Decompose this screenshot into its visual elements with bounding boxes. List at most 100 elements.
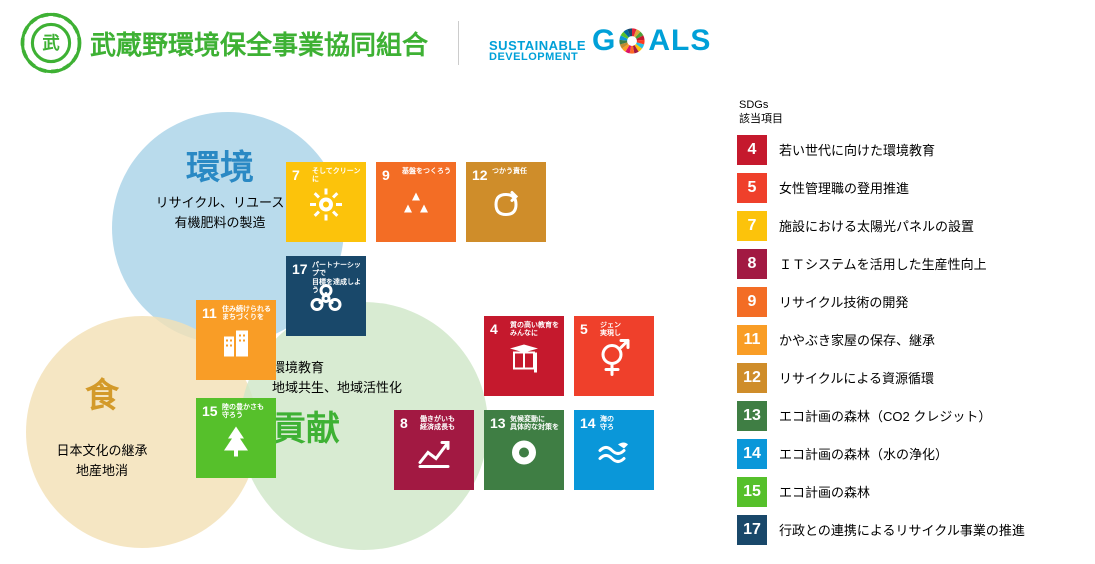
tile-icon xyxy=(216,420,256,465)
sdg-tile-13: 13 気候変動に 具体的な対策を xyxy=(484,410,564,490)
tile-number: 11 xyxy=(202,305,217,321)
legend-text: リサイクルによる資源循環 xyxy=(779,368,934,387)
legend-badge: 12 xyxy=(737,363,767,393)
legend-row-15: 15 エコ計画の森林 xyxy=(737,477,1077,507)
goals-als: ALS xyxy=(648,24,711,58)
legend-row-12: 12 リサイクルによる資源循環 xyxy=(737,363,1077,393)
tile-icon xyxy=(216,322,256,367)
goals-g: G xyxy=(592,24,616,58)
food-title: 食 xyxy=(22,368,182,417)
tile-icon xyxy=(594,432,634,477)
sdg-tile-12: 12 つかう責任 xyxy=(466,162,546,242)
legend-row-7: 7 施設における太陽光パネルの設置 xyxy=(737,211,1077,241)
legend-badge: 15 xyxy=(737,477,767,507)
svg-text:武: 武 xyxy=(42,33,60,53)
sdg-sustainable: SUSTAINABLE xyxy=(489,39,586,52)
tile-number: 9 xyxy=(382,167,390,183)
tile-icon xyxy=(504,432,544,477)
tile-text: ジェン 実現し xyxy=(600,322,621,339)
sdg-tile-9: 9 基盤をつくろう xyxy=(376,162,456,242)
contrib-sub: 環境教育 地域共生、地域活性化 xyxy=(272,358,482,397)
tile-number: 7 xyxy=(292,167,300,183)
env-sub: リサイクル、リユース 有機肥料の製造 xyxy=(130,193,310,232)
env-title: 環境 xyxy=(130,140,310,189)
legend-row-13: 13 エコ計画の森林（CO2 クレジット） xyxy=(737,401,1077,431)
tile-text: 働きがいも 経済成長も xyxy=(420,416,455,433)
legend-row-9: 9 リサイクル技術の開発 xyxy=(737,287,1077,317)
tile-icon xyxy=(306,184,346,229)
tile-text: 質の高い教育を みんなに xyxy=(510,322,559,339)
legend-text: 行政との連携によるリサイクル事業の推進 xyxy=(779,520,1025,539)
sdg-logo-text: SUSTAINABLE DEVELOPMENT xyxy=(489,39,586,63)
tile-text: 基盤をつくろう xyxy=(402,168,451,176)
legend-badge: 4 xyxy=(737,135,767,165)
legend-row-17: 17 行政との連携によるリサイクル事業の推進 xyxy=(737,515,1077,545)
sdg-tile-11: 11 住み続けられる まちづくりを xyxy=(196,300,276,380)
sdg-tile-5: 5 ジェン 実現し xyxy=(574,316,654,396)
tile-icon xyxy=(414,432,454,477)
legend-text: 若い世代に向けた環境教育 xyxy=(779,140,935,159)
sdg-tile-14: 14 海の 守ろ xyxy=(574,410,654,490)
legend-text: リサイクル技術の開発 xyxy=(779,292,908,311)
sdg-development: DEVELOPMENT xyxy=(489,52,586,63)
legend-text: エコ計画の森林（CO2 クレジット） xyxy=(779,406,991,425)
sdg-tile-8: 8 働きがいも 経済成長も xyxy=(394,410,474,490)
tile-text: 陸の豊かさも 守ろう xyxy=(222,404,264,421)
sdg-tile-7: 7 そしてクリーンに xyxy=(286,162,366,242)
sdg-tile-15: 15 陸の豊かさも 守ろう xyxy=(196,398,276,478)
tile-number: 4 xyxy=(490,321,498,337)
org-name: 武蔵野環境保全事業協同組合 xyxy=(90,25,428,62)
legend-text: 女性管理職の登用推進 xyxy=(779,178,909,197)
tile-icon xyxy=(306,278,346,323)
header-divider xyxy=(458,21,459,65)
tile-number: 5 xyxy=(580,321,588,337)
venn-canvas: 環境 リサイクル、リユース 有機肥料の製造 食 日本文化の継承 地産地消 環境教… xyxy=(0,80,730,550)
tile-text: 気候変動に 具体的な対策を xyxy=(510,416,559,433)
legend-text: 施設における太陽光パネルの設置 xyxy=(779,216,974,235)
legend-header: SDGs 該当項目 xyxy=(739,98,1077,127)
legend-badge: 14 xyxy=(737,439,767,469)
header: 武 武蔵野環境保全事業協同組合 SUSTAINABLE DEVELOPMENT … xyxy=(0,0,1095,82)
tile-number: 8 xyxy=(400,415,408,431)
org-logo-icon: 武 xyxy=(20,12,82,74)
tile-number: 12 xyxy=(472,167,488,183)
tile-number: 17 xyxy=(292,261,308,277)
label-environment: 環境 リサイクル、リユース 有機肥料の製造 xyxy=(130,140,310,232)
legend-column: SDGs 該当項目 4 若い世代に向けた環境教育 5 女性管理職の登用推進 7 施設… xyxy=(737,98,1077,553)
legend-badge: 5 xyxy=(737,173,767,203)
tile-text: 住み続けられる まちづくりを xyxy=(222,306,271,323)
label-food: 食 日本文化の継承 地産地消 xyxy=(22,368,182,480)
legend-text: かやぶき家屋の保存、継承 xyxy=(779,330,935,349)
tile-number: 13 xyxy=(490,415,506,431)
tile-text: つかう責任 xyxy=(492,168,527,176)
sdg-tile-4: 4 質の高い教育を みんなに xyxy=(484,316,564,396)
legend-list: 4 若い世代に向けた環境教育 5 女性管理職の登用推進 7 施設における太陽光パネル… xyxy=(737,135,1077,545)
goals-word: G ALS xyxy=(592,24,711,58)
food-sub: 日本文化の継承 地産地消 xyxy=(22,441,182,480)
legend-text: エコ計画の森林（水の浄化） xyxy=(779,444,948,463)
legend-badge: 11 xyxy=(737,325,767,355)
tile-number: 15 xyxy=(202,403,218,419)
tile-icon xyxy=(396,184,436,229)
legend-row-4: 4 若い世代に向けた環境教育 xyxy=(737,135,1077,165)
legend-text: エコ計画の森林 xyxy=(779,482,870,501)
legend-badge: 17 xyxy=(737,515,767,545)
tile-text: 海の 守ろ xyxy=(600,416,614,433)
tile-icon xyxy=(486,184,526,229)
legend-text: ＩＴシステムを活用した生産性向上 xyxy=(779,254,987,273)
legend-badge: 9 xyxy=(737,287,767,317)
tile-number: 14 xyxy=(580,415,596,431)
legend-row-11: 11 かやぶき家屋の保存、継承 xyxy=(737,325,1077,355)
legend-row-5: 5 女性管理職の登用推進 xyxy=(737,173,1077,203)
legend-badge: 13 xyxy=(737,401,767,431)
legend-row-8: 8 ＩＴシステムを活用した生産性向上 xyxy=(737,249,1077,279)
tile-text: そしてクリーンに xyxy=(312,168,366,185)
legend-badge: 7 xyxy=(737,211,767,241)
sdg-wheel-icon xyxy=(618,27,646,55)
sdg-tile-17: 17 パートナーシップで 目標を達成しよう xyxy=(286,256,366,336)
tile-icon xyxy=(504,338,544,383)
tile-icon xyxy=(594,338,634,383)
legend-row-14: 14 エコ計画の森林（水の浄化） xyxy=(737,439,1077,469)
legend-badge: 8 xyxy=(737,249,767,279)
sdg-logo: SUSTAINABLE DEVELOPMENT G ALS xyxy=(489,24,711,63)
